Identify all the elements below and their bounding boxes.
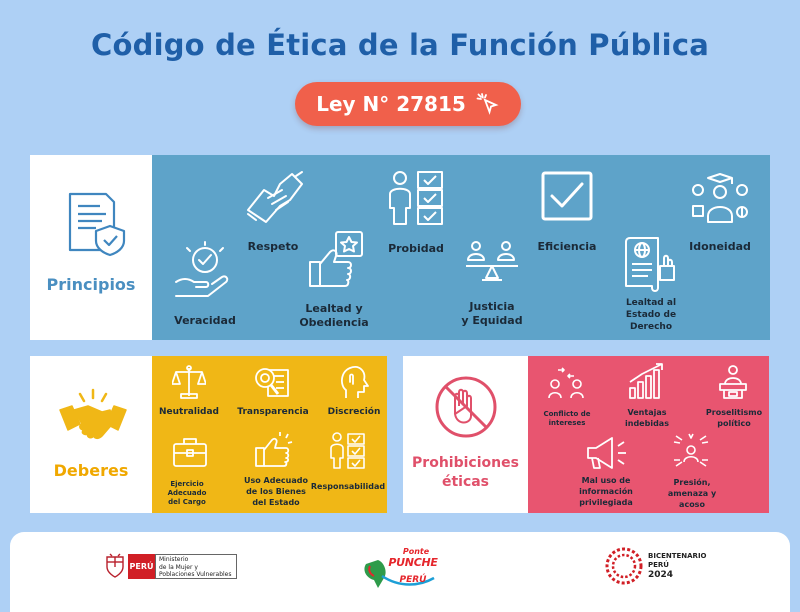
hand-check-icon	[172, 240, 234, 302]
deber-transparencia: Transparencia	[237, 407, 309, 417]
principio-eficiencia: Eficiencia	[537, 240, 597, 253]
prohibicion-presion-3: acoso	[679, 500, 705, 509]
podium-speaker-icon	[714, 364, 752, 400]
bicentenario-sun-logo	[604, 546, 644, 586]
briefcase-icon	[172, 436, 208, 468]
no-hand-icon	[433, 374, 499, 440]
pressure-person-icon	[672, 432, 710, 472]
growth-chart-icon	[628, 362, 666, 400]
person-checklist-small-icon	[330, 432, 366, 470]
prohibicion-conflicto-2: intereses	[548, 419, 586, 427]
person-checklist-icon	[388, 170, 446, 226]
law-document-globe-icon	[624, 236, 678, 294]
prohibicion-proselitismo-2: político	[717, 419, 751, 428]
peru-coat-of-arms-icon	[104, 553, 126, 579]
principio-lealtad-estado-1: Lealtad al	[625, 298, 677, 308]
megaphone-icon	[584, 436, 628, 470]
thumbs-up-icon	[254, 430, 294, 470]
handshake-icon	[58, 388, 128, 444]
ministry-line1: Ministerio	[159, 556, 189, 563]
balance-scale-people-icon	[462, 240, 522, 284]
deber-uso-bienes-3: del Estado	[252, 498, 300, 507]
prohibicion-mal-uso-1: Mal uso de	[581, 476, 631, 485]
prohibicion-presion-2: amenaza y	[667, 489, 717, 498]
deber-ejercicio-cargo-2: Adecuado	[167, 489, 207, 497]
principio-lealtad-estado-2: Estado de	[625, 310, 677, 320]
conflict-people-icon	[548, 366, 584, 400]
prohibiciones-label: Prohibiciones éticas	[403, 454, 528, 492]
principio-justicia-equidad-1: Justicia	[469, 300, 515, 313]
ministry-line2: de la Mujer y	[159, 563, 198, 571]
deber-ejercicio-cargo-3: del Cargo	[168, 498, 206, 506]
prohibicion-conflicto-1: Conflicto de	[543, 410, 591, 418]
deber-discrecion: Discreción	[327, 407, 381, 417]
deber-responsabilidad: Responsabilidad	[310, 482, 386, 491]
justice-scale-icon	[172, 364, 206, 400]
prohibicion-proselitismo-1: Proselitismo	[705, 408, 763, 417]
prohibiciones-label-line2: éticas	[441, 474, 490, 490]
bicentenario-line2: PERÚ	[648, 561, 669, 569]
silence-face-icon	[336, 364, 370, 400]
deber-ejercicio-cargo-1: Ejercicio	[170, 480, 204, 488]
principio-veracidad: Veracidad	[174, 314, 236, 327]
deber-uso-bienes-2: de los Bienes	[246, 487, 306, 496]
ministry-line3: Poblaciones Vulnerables	[159, 571, 232, 578]
principios-label-box	[30, 155, 152, 340]
prohibicion-mal-uso-3: privilegiada	[579, 498, 633, 507]
prohibicion-ventajas-2: indebidas	[625, 419, 669, 428]
prohibicion-presion-1: Presión,	[673, 478, 711, 487]
cursor-click-icon	[476, 92, 500, 116]
principio-probidad: Probidad	[388, 242, 444, 255]
principios-panel	[152, 155, 770, 340]
ponte-punche-peru-logo	[360, 548, 440, 592]
campaign-line1: Ponte	[402, 547, 430, 556]
prohibiciones-label-line1: Prohibiciones	[412, 455, 519, 471]
campaign-line3: PERÚ	[399, 575, 427, 585]
campaign-line2: PUNCHE	[388, 556, 438, 569]
deber-uso-bienes-1: Uso Adecuado	[244, 476, 308, 485]
law-number-pill[interactable]: Ley N° 27815	[295, 82, 521, 126]
prohibicion-mal-uso-2: información	[579, 487, 633, 496]
principio-lealtad-obediencia-1: Lealtad y	[305, 302, 363, 315]
thumbs-up-star-icon	[306, 228, 366, 290]
principio-lealtad-estado-3: Derecho	[629, 322, 673, 332]
prohibiciones-panel	[528, 356, 769, 513]
ministry-peru-badge: PERÚ	[128, 554, 155, 579]
principio-justicia-equidad-2: y Equidad	[461, 314, 523, 327]
bicentenario-line3: 2024	[648, 570, 674, 580]
deberes-label: Deberes	[53, 461, 129, 480]
prohibicion-ventajas-1: Ventajas	[627, 408, 667, 417]
bicentenario-text: BICENTENARIO PERÚ 2024	[648, 552, 718, 581]
principio-lealtad-obediencia-2: Obediencia	[299, 316, 369, 329]
ministry-name-box: Ministerio de la Mujer y Poblaciones Vul…	[155, 554, 237, 579]
person-skills-icon	[690, 172, 750, 230]
bicentenario-line1: BICENTENARIO	[648, 552, 707, 560]
magnifier-document-icon	[254, 364, 290, 400]
principio-idoneidad: Idoneidad	[689, 240, 751, 253]
page-title: Código de Ética de la Función Pública	[91, 28, 709, 62]
handshake-grip-icon	[244, 170, 306, 226]
checkbox-icon	[540, 170, 596, 224]
principios-label: Principios	[46, 275, 136, 294]
deber-neutralidad: Neutralidad	[159, 407, 219, 417]
principio-respeto: Respeto	[247, 240, 299, 253]
law-number-label: Ley N° 27815	[316, 92, 466, 116]
document-shield-icon	[62, 190, 132, 260]
